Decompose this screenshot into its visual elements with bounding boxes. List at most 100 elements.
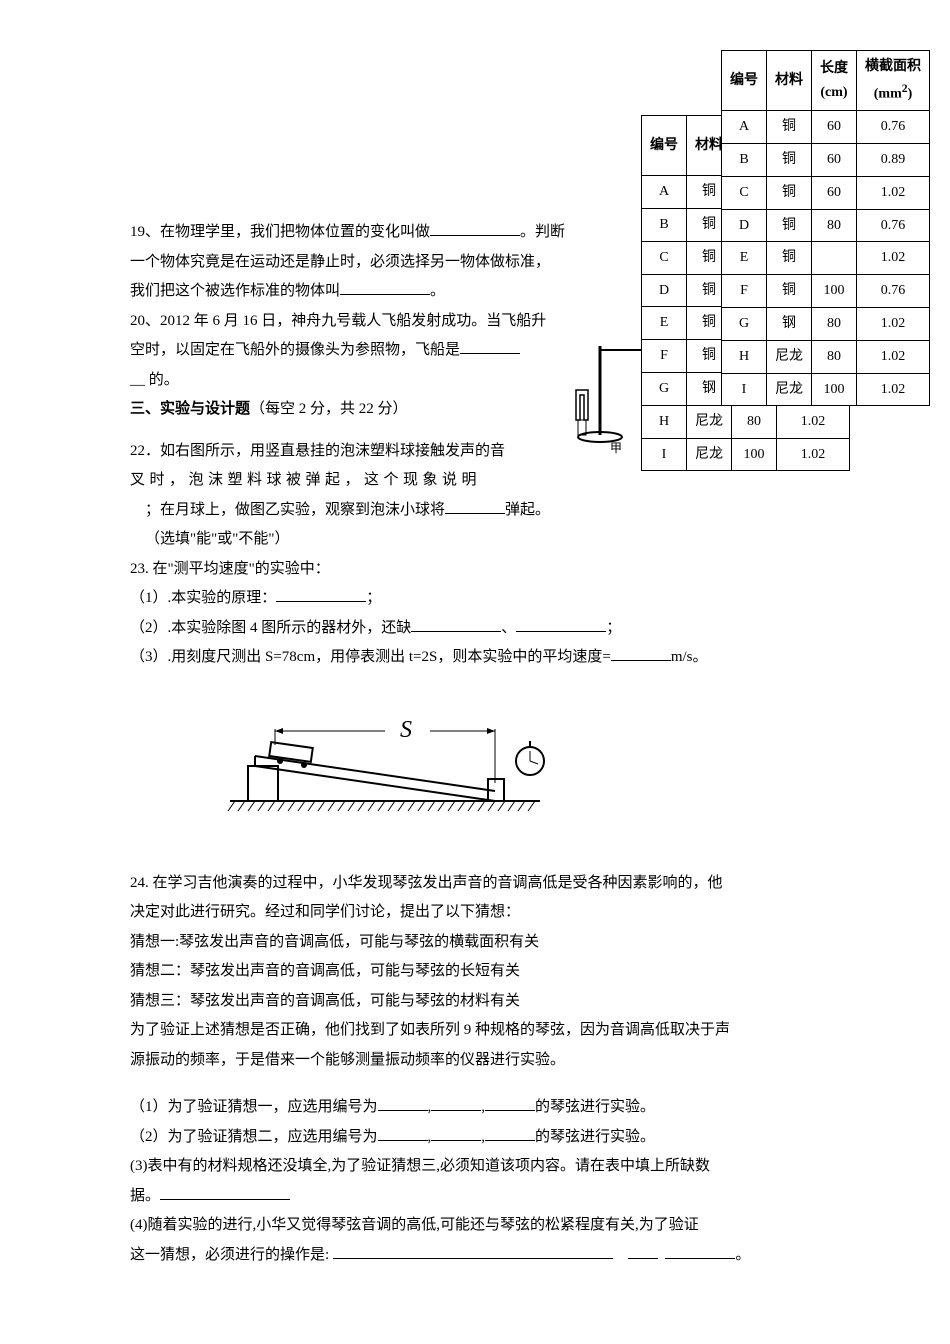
q24-sub4b: 这一猜想，必须进行的操作是: 。 [130, 1243, 910, 1269]
col-id: 编号 [642, 116, 687, 176]
text: 。 [430, 283, 445, 299]
cell: 铜 [767, 275, 812, 308]
cell: H [722, 340, 767, 373]
text: （1）为了验证猜想一，应选用编号为 [130, 1099, 378, 1115]
cell: 尼龙 [687, 438, 732, 471]
cell: E [722, 242, 767, 275]
q24-sub3b: 据。 [130, 1184, 910, 1210]
blank[interactable] [276, 587, 366, 602]
blank[interactable] [485, 1126, 535, 1141]
cell: 尼龙 [767, 340, 812, 373]
cell: 0.76 [857, 111, 930, 144]
blank[interactable] [460, 339, 520, 354]
q23-line2: （1）.本实验的原理：； [130, 586, 650, 612]
cell: H [642, 405, 687, 438]
cell: F [642, 340, 687, 373]
q22-line3: ；在月球上，做图乙实验，观察到泡沫小球将 弹起。 [130, 498, 650, 524]
text: ；在月球上，做图乙实验，观察到泡沫小球将 [145, 502, 445, 518]
cell: 1.02 [777, 438, 850, 471]
cell: 铜 [767, 144, 812, 177]
cell: 100 [812, 275, 857, 308]
col-length: 长度(cm) [812, 51, 857, 111]
q24-line4: 猜想二：琴弦发出声音的音调高低，可能与琴弦的长短有关 [130, 959, 910, 985]
string-table-outer: 编号 材料 长度(cm) 横截面积(mm2) A铜600.76 B铜600.89… [721, 50, 930, 406]
blank[interactable] [160, 1185, 290, 1200]
cell: 60 [812, 144, 857, 177]
blank[interactable] [378, 1126, 428, 1141]
text: ； [606, 620, 621, 636]
blank[interactable] [685, 1244, 735, 1259]
blank[interactable] [378, 1096, 428, 1111]
cell: B [642, 209, 687, 242]
cell: 80 [812, 340, 857, 373]
text: 我们把这个被选作标准的物体叫 [130, 283, 340, 299]
svg-text:S: S [400, 717, 412, 743]
cell: 铜 [767, 111, 812, 144]
cell: 尼龙 [687, 405, 732, 438]
cell: 1.02 [857, 176, 930, 209]
cell: E [642, 307, 687, 340]
text: 。 [735, 1247, 750, 1263]
q22-line2: 叉时，泡沫塑料球被弹起，这个现象说明 [130, 468, 650, 494]
text: 。判断 [520, 224, 565, 240]
text: 弹起。 [505, 502, 550, 518]
cell: I [722, 373, 767, 406]
q19-line3: 我们把这个被选作标准的物体叫 。 [130, 279, 650, 305]
ramp-diagram: S [200, 701, 560, 821]
cell: 80 [732, 405, 777, 438]
cell: C [642, 241, 687, 274]
blank[interactable] [340, 280, 430, 295]
cell: 0.76 [857, 275, 930, 308]
cell: B [722, 144, 767, 177]
cell: 100 [812, 373, 857, 406]
text: 空时，以固定在飞船外的摄像头为参照物，飞船是 [130, 342, 460, 358]
cell: 铜 [767, 209, 812, 242]
text: 这一猜想，必须进行的操作是: [130, 1247, 329, 1263]
q23-line1: 23. 在"测平均速度"的实验中： [130, 557, 650, 583]
text: （3）.用刻度尺测出 S=78cm，用停表测出 t=2S，则本实验中的平均速度= [130, 649, 611, 665]
q24-sub3: (3)表中有的材料规格还没填全,为了验证猜想三,必须知道该项内容。请在表中填上所… [130, 1154, 910, 1180]
cell: 80 [812, 308, 857, 341]
blank[interactable] [333, 1244, 613, 1259]
blank[interactable] [611, 646, 671, 661]
cell: A [722, 111, 767, 144]
blank[interactable] [445, 499, 505, 514]
q24-sub4: (4)随着实验的进行,小华又觉得琴弦音调的高低,可能还与琴弦的松紧程度有关,为了… [130, 1213, 910, 1239]
blank[interactable] [430, 221, 520, 236]
text: 据。 [130, 1188, 160, 1204]
q23-line3: （2）.本实验除图 4 图所示的器材外，还缺、； [130, 616, 910, 642]
cell: 100 [732, 438, 777, 471]
cell: C [722, 176, 767, 209]
text: （2）为了验证猜想二，应选用编号为 [130, 1129, 378, 1145]
blank[interactable] [485, 1096, 535, 1111]
section-title: 三、实验与设计题 [130, 401, 250, 417]
blank[interactable] [431, 1096, 481, 1111]
text: 、 [501, 620, 516, 636]
cell: 1.02 [857, 308, 930, 341]
q20-line1: 20、2012 年 6 月 16 日，神舟九号载人飞船发射成功。当飞船升 [130, 309, 650, 335]
blank[interactable] [628, 1244, 658, 1259]
col-material: 材料 [767, 51, 812, 111]
col-area: 横截面积(mm2) [857, 51, 930, 111]
text: m/s。 [671, 649, 708, 665]
q19-line2: 一个物体究竟是在运动还是静止时，必须选择另一物体做标准， [130, 250, 650, 276]
cell: 60 [812, 176, 857, 209]
cell: D [642, 274, 687, 307]
cell: 1.02 [857, 373, 930, 406]
blank[interactable] [665, 1244, 685, 1259]
cell: 尼龙 [767, 373, 812, 406]
q24-line6: 为了验证上述猜想是否正确，他们找到了如表所列 9 种规格的琴弦，因为音调高低取决… [130, 1018, 910, 1044]
q23-line4: （3）.用刻度尺测出 S=78cm，用停表测出 t=2S，则本实验中的平均速度=… [130, 645, 910, 671]
cell: 钢 [767, 308, 812, 341]
text: 19、在物理学里，我们把物体位置的变化叫做 [130, 224, 430, 240]
blank[interactable] [431, 1126, 481, 1141]
q24-line1: 24. 在学习吉他演奏的过程中，小华发现琴弦发出声音的音调高低是受各种因素影响的… [130, 871, 910, 897]
q24-line3: 猜想一:琴弦发出声音的音调高低，可能与琴弦的横载面积有关 [130, 930, 910, 956]
cell: F [722, 275, 767, 308]
blank[interactable] [411, 617, 501, 632]
cell: D [722, 209, 767, 242]
blank[interactable] [516, 617, 606, 632]
q24-sub2: （2）为了验证猜想二，应选用编号为,,的琴弦进行实验。 [130, 1125, 910, 1151]
cell: 0.89 [857, 144, 930, 177]
q24-line5: 猜想三：琴弦发出声音的音调高低，可能与琴弦的材料有关 [130, 989, 910, 1015]
